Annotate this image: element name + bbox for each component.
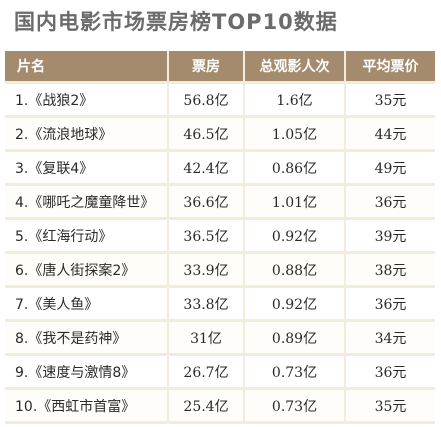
movie-rank: 2. [15, 126, 29, 143]
movie-rank: 1. [15, 92, 29, 109]
movie-name-cell: 8.《我不是药神》 [5, 322, 169, 356]
movie-name-cell: 3.《复联4》 [5, 152, 169, 186]
table-row: 3.《复联4》 42.4亿 0.86亿 49元 [5, 152, 435, 186]
box-office-table-container: 片名 票房 总观影人次 平均票价 1.《战狼2》 56.8亿 1.6亿 35元 2.《流… [5, 51, 435, 424]
movie-name-cell: 10.《西虹市首富》 [5, 390, 169, 424]
movie-rank: 9. [15, 364, 29, 381]
table-row: 10.《西虹市首富》 25.4亿 0.73亿 35元 [5, 390, 435, 424]
admissions-cell: 0.88亿 [245, 254, 346, 288]
avg-price-cell: 35元 [346, 390, 435, 424]
table-row: 4.《哪吒之魔童降世》 36.6亿 1.01亿 36元 [5, 186, 435, 220]
movie-title: 《战狼2》 [28, 92, 94, 109]
box-office-table: 片名 票房 总观影人次 平均票价 1.《战狼2》 56.8亿 1.6亿 35元 2.《流… [5, 51, 435, 424]
movie-rank: 4. [15, 194, 29, 211]
box-office-cell: 42.4亿 [169, 152, 245, 186]
table-row: 9.《速度与激情8》 26.7亿 0.73亿 36元 [5, 356, 435, 390]
table-header-row: 片名 票房 总观影人次 平均票价 [5, 51, 435, 84]
box-office-cell: 36.6亿 [169, 186, 245, 220]
movie-rank: 7. [15, 296, 29, 313]
box-office-cell: 56.8亿 [169, 84, 245, 118]
avg-price-cell: 49元 [346, 152, 435, 186]
box-office-cell: 31亿 [169, 322, 245, 356]
column-header-box-office: 票房 [169, 51, 245, 84]
movie-name-cell: 7.《美人鱼》 [5, 288, 169, 322]
avg-price-cell: 44元 [346, 118, 435, 152]
admissions-cell: 0.73亿 [245, 356, 346, 390]
avg-price-cell: 34元 [346, 322, 435, 356]
movie-rank: 3. [15, 160, 29, 177]
avg-price-cell: 36元 [346, 356, 435, 390]
movie-title: 《复联4》 [28, 160, 94, 177]
table-row: 7.《美人鱼》 33.8亿 0.92亿 36元 [5, 288, 435, 322]
movie-name-cell: 1.《战狼2》 [5, 84, 169, 118]
movie-title: 《我不是药神》 [28, 330, 127, 347]
admissions-cell: 0.86亿 [245, 152, 346, 186]
movie-rank: 8. [15, 330, 29, 347]
table-row: 2.《流浪地球》 46.5亿 1.05亿 44元 [5, 118, 435, 152]
movie-name-cell: 2.《流浪地球》 [5, 118, 169, 152]
box-office-cell: 26.7亿 [169, 356, 245, 390]
box-office-cell: 33.8亿 [169, 288, 245, 322]
column-header-avg-price: 平均票价 [346, 51, 435, 84]
movie-name-cell: 9.《速度与激情8》 [5, 356, 169, 390]
movie-name-cell: 5.《红海行动》 [5, 220, 169, 254]
page-title: 国内电影市场票房榜TOP10数据 [14, 10, 338, 34]
avg-price-cell: 36元 [346, 186, 435, 220]
table-row: 5.《红海行动》 36.5亿 0.92亿 39元 [5, 220, 435, 254]
column-header-name: 片名 [5, 51, 169, 84]
table-row: 1.《战狼2》 56.8亿 1.6亿 35元 [5, 84, 435, 118]
admissions-cell: 0.92亿 [245, 220, 346, 254]
box-office-cell: 33.9亿 [169, 254, 245, 288]
admissions-cell: 1.01亿 [245, 186, 346, 220]
table-row: 6.《唐人街探案2》 33.9亿 0.88亿 38元 [5, 254, 435, 288]
movie-title: 《美人鱼》 [28, 296, 99, 313]
movie-name-cell: 4.《哪吒之魔童降世》 [5, 186, 169, 220]
avg-price-cell: 39元 [346, 220, 435, 254]
admissions-cell: 1.6亿 [245, 84, 346, 118]
avg-price-cell: 35元 [346, 84, 435, 118]
movie-title: 《速度与激情8》 [28, 364, 136, 381]
movie-title: 《唐人街探案2》 [28, 262, 136, 279]
movie-name-cell: 6.《唐人街探案2》 [5, 254, 169, 288]
column-header-admissions: 总观影人次 [245, 51, 346, 84]
box-office-cell: 36.5亿 [169, 220, 245, 254]
table-body: 1.《战狼2》 56.8亿 1.6亿 35元 2.《流浪地球》 46.5亿 1.05亿 44元… [5, 84, 435, 424]
avg-price-cell: 36元 [346, 288, 435, 322]
admissions-cell: 0.73亿 [245, 390, 346, 424]
movie-rank: 6. [15, 262, 29, 279]
table-row: 8.《我不是药神》 31亿 0.89亿 34元 [5, 322, 435, 356]
movie-title: 《流浪地球》 [28, 126, 113, 143]
movie-rank: 5. [15, 228, 29, 245]
movie-title: 《红海行动》 [28, 228, 113, 245]
avg-price-cell: 38元 [346, 254, 435, 288]
movie-rank: 10. [15, 398, 38, 415]
box-office-cell: 46.5亿 [169, 118, 245, 152]
box-office-cell: 25.4亿 [169, 390, 245, 424]
admissions-cell: 0.92亿 [245, 288, 346, 322]
movie-title: 《哪吒之魔童降世》 [28, 194, 155, 211]
admissions-cell: 0.89亿 [245, 322, 346, 356]
admissions-cell: 1.05亿 [245, 118, 346, 152]
movie-title: 《西虹市首富》 [37, 398, 136, 415]
